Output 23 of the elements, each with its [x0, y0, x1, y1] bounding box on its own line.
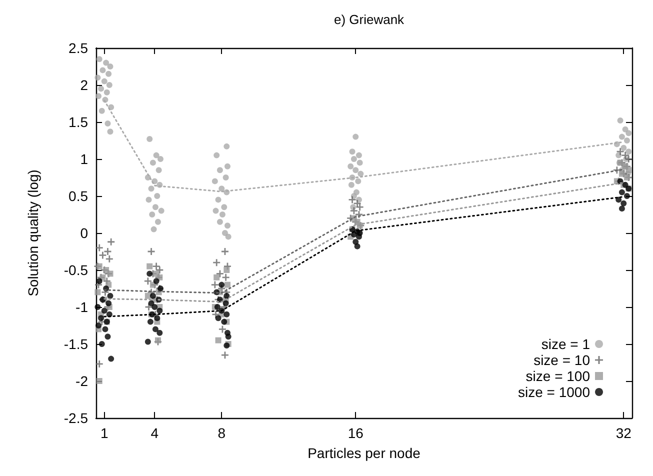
- y-axis-title: Solution quality (log): [25, 170, 41, 296]
- x-tick-label: 16: [348, 425, 364, 441]
- x-axis-title: Particles per node: [308, 445, 421, 461]
- y-tick-label: 1: [80, 151, 88, 167]
- y-tick-label: 2.5: [68, 40, 88, 56]
- y-tick-label: -2.5: [64, 410, 88, 426]
- y-tick-label: 1.5: [68, 114, 88, 130]
- y-tick-label: 2: [80, 77, 88, 93]
- legend-label: size = 10: [534, 352, 590, 368]
- x-tick-label: 32: [616, 425, 632, 441]
- chart-title: e) Griewank: [334, 12, 405, 27]
- y-tick-label: -1: [76, 299, 88, 315]
- x-tick-label: 4: [150, 425, 159, 441]
- legend-label: size = 100: [526, 368, 590, 384]
- y-tick-label: 0.5: [68, 188, 88, 204]
- x-tick-label: 1: [100, 425, 108, 441]
- y-tick-label: 0: [80, 225, 88, 241]
- legend-label: size = 1000: [518, 384, 590, 400]
- y-tick-label: -1.5: [64, 336, 88, 352]
- x-tick-label: 8: [218, 425, 226, 441]
- y-tick-label: -2: [76, 373, 88, 389]
- y-tick-label: -0.5: [64, 262, 88, 278]
- legend-label: size = 1: [541, 336, 590, 352]
